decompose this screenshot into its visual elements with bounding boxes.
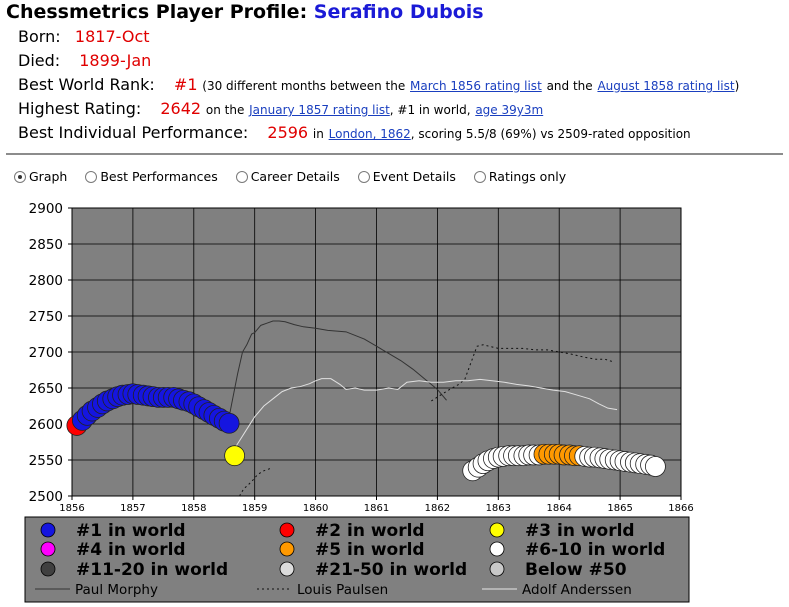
- legend-label: #2 in world: [315, 521, 425, 541]
- legend-marker: [489, 522, 505, 538]
- section-divider: [6, 153, 783, 155]
- y-tick-label: 2800: [29, 273, 63, 289]
- x-tick-label: 1860: [303, 503, 328, 514]
- series-line-paul-morphy: [228, 320, 447, 417]
- legend-label: Below #50: [525, 560, 627, 580]
- radio-graph-button[interactable]: [14, 170, 26, 183]
- best-performance-event-link[interactable]: London, 1862: [328, 127, 411, 141]
- highest-rating-label: Highest Rating:: [18, 99, 142, 118]
- x-tick-label: 1861: [364, 503, 389, 514]
- y-tick-label: 2850: [29, 237, 63, 253]
- radio-best-performances-label: Best Performances: [100, 169, 218, 184]
- legend-line-label: Paul Morphy: [75, 582, 158, 598]
- legend-marker: [40, 522, 56, 538]
- born-row: Born: 1817-Oct: [18, 27, 150, 46]
- radio-event-details[interactable]: Event Details: [357, 169, 456, 184]
- rating-point: [645, 456, 666, 477]
- radio-best-performances[interactable]: Best Performances: [85, 169, 218, 184]
- legend-marker: [40, 541, 56, 557]
- x-tick-label: 1862: [425, 503, 450, 514]
- legend-marker: [489, 541, 505, 557]
- highest-rating-age-link[interactable]: age 39y3m: [475, 103, 544, 117]
- radio-career-details[interactable]: Career Details: [235, 169, 340, 184]
- rank-last-list-link[interactable]: August 1858 rating list: [597, 79, 735, 93]
- legend-box: [24, 516, 690, 603]
- x-tick-label: 1858: [181, 503, 206, 514]
- rating-point: [218, 412, 240, 434]
- y-tick-label: 2500: [29, 489, 63, 505]
- rank-first-list-link[interactable]: March 1856 rating list: [410, 79, 542, 93]
- x-tick-label: 1863: [486, 503, 511, 514]
- radio-event-details-label: Event Details: [372, 169, 456, 184]
- radio-best-performances-button[interactable]: [85, 170, 98, 183]
- series-line-adolf-anderssen: [226, 378, 618, 457]
- legend-marker: [279, 561, 295, 577]
- legend-label: #6-10 in world: [525, 540, 665, 560]
- radio-ratings-only-button[interactable]: [473, 170, 486, 183]
- radio-ratings-only[interactable]: Ratings only: [473, 169, 567, 184]
- radio-graph[interactable]: Graph: [14, 169, 67, 184]
- rating-point: [224, 445, 246, 467]
- best-rank-text-3: ): [734, 79, 740, 93]
- legend-marker: [489, 561, 505, 577]
- radio-event-details-button[interactable]: [357, 170, 370, 183]
- legend-label: #11-20 in world: [76, 560, 228, 580]
- died-row: Died: 1899-Jan: [18, 51, 151, 70]
- view-options: Graph Best Performances Career Details E…: [14, 169, 580, 186]
- title-prefix: Chessmetrics Player Profile:: [6, 1, 308, 23]
- series-line-louis-paulsen: [239, 468, 271, 497]
- y-tick-label: 2600: [29, 417, 63, 433]
- x-tick-label: 1859: [242, 503, 267, 514]
- radio-ratings-only-label: Ratings only: [488, 169, 567, 184]
- x-tick-label: 1866: [668, 503, 693, 514]
- best-performance-label: Best Individual Performance:: [18, 123, 249, 142]
- legend-label: #5 in world: [315, 540, 425, 560]
- radio-graph-label: Graph: [29, 169, 68, 184]
- born-label: Born:: [18, 27, 61, 46]
- legend-marker: [279, 541, 295, 557]
- best-rank-text: (30 different months between the: [202, 79, 406, 93]
- best-performance-value: 2596: [267, 123, 309, 142]
- highest-rating-text: on the: [205, 103, 245, 117]
- x-tick-label: 1856: [59, 503, 84, 514]
- x-tick-label: 1864: [546, 503, 571, 514]
- best-rank-row: Best World Rank: #1 (30 different months…: [18, 75, 739, 94]
- highest-rating-value: 2642: [160, 99, 202, 118]
- page-title: Chessmetrics Player Profile: Serafino Du…: [6, 1, 484, 23]
- legend-marker: [279, 522, 295, 538]
- radio-career-details-label: Career Details: [250, 169, 340, 184]
- legend-line-label: Adolf Anderssen: [522, 582, 632, 598]
- highest-rating-row: Highest Rating: 2642 on the January 1857…: [18, 99, 543, 118]
- legend-marker: [40, 561, 56, 577]
- series-line-louis-paulsen-segment-2: [431, 344, 615, 402]
- best-rank-text-2: and the: [546, 79, 593, 93]
- highest-rating-text-2: , #1 in world,: [389, 103, 471, 117]
- best-rank-label: Best World Rank:: [18, 75, 155, 94]
- highest-rating-list-link[interactable]: January 1857 rating list: [249, 103, 390, 117]
- y-tick-label: 2650: [29, 381, 63, 397]
- legend-label: #1 in world: [76, 521, 186, 541]
- best-performance-text: in: [312, 127, 324, 141]
- y-tick-label: 2550: [29, 453, 63, 469]
- x-tick-label: 1857: [120, 503, 145, 514]
- x-tick-label: 1865: [607, 503, 632, 514]
- died-value: 1899-Jan: [79, 51, 152, 70]
- y-tick-label: 2700: [29, 345, 63, 361]
- y-tick-label: 2900: [29, 201, 63, 217]
- y-tick-label: 2750: [29, 309, 63, 325]
- best-performance-text-2: , scoring 5.5/8 (69%) vs 2509-rated oppo…: [410, 127, 691, 141]
- legend-line-label: Louis Paulsen: [297, 582, 388, 598]
- radio-career-details-button[interactable]: [235, 170, 248, 183]
- legend-label: #3 in world: [525, 521, 635, 541]
- best-performance-row: Best Individual Performance: 2596 in Lon…: [18, 123, 691, 142]
- born-value: 1817-Oct: [74, 27, 150, 46]
- legend-label: #21-50 in world: [315, 560, 467, 580]
- player-name: Serafino Dubois: [313, 1, 484, 23]
- legend-label: #4 in world: [76, 540, 186, 560]
- rating-chart: 1856 1857 1858 1859 1860 1861 1862 1863 1864 1865…: [24, 201, 694, 603]
- died-label: Died:: [18, 51, 61, 70]
- best-rank-value: #1: [173, 75, 198, 94]
